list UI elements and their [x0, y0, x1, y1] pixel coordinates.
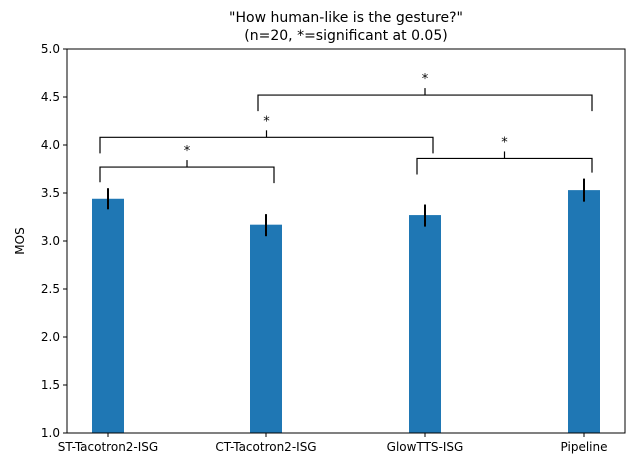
- significance-layer: * * * *: [99, 72, 593, 184]
- x-tick-label: ST-Tacotron2-ISG: [58, 440, 158, 454]
- chart-subtitle: (n=20, *=significant at 0.05): [244, 28, 447, 44]
- x-tick-label: Pipeline: [561, 440, 608, 454]
- x-tick-label: CT-Tacotron2-ISG: [215, 440, 316, 454]
- bar: [92, 198, 124, 433]
- y-tick-label: 4.5: [41, 90, 60, 104]
- significance-star: *: [263, 114, 270, 129]
- bar: [409, 215, 441, 433]
- x-axis: ST-Tacotron2-ISG CT-Tacotron2-ISG GlowTTS-…: [58, 433, 608, 454]
- y-axis: 1.0 1.5 2.0 2.5 3.0 3.5 4.0 4.5 5.0: [41, 42, 67, 440]
- significance-star: *: [184, 144, 191, 159]
- y-tick-label: 2.5: [41, 282, 60, 296]
- bars-layer: [92, 190, 600, 433]
- significance-bracket: [257, 94, 593, 112]
- y-tick-label: 1.0: [41, 426, 60, 440]
- y-tick-label: 1.5: [41, 378, 60, 392]
- significance-bracket: [416, 157, 593, 175]
- significance-bracket: [99, 136, 434, 154]
- significance-star: *: [422, 72, 429, 87]
- significance-bracket: [99, 166, 275, 184]
- error-bars-layer: [107, 178, 585, 237]
- y-tick-label: 4.0: [41, 138, 60, 152]
- y-tick-label: 5.0: [41, 42, 60, 56]
- bar: [568, 190, 600, 433]
- chart-title: "How human-like is the gesture?": [229, 10, 463, 26]
- bar: [250, 224, 282, 433]
- y-axis-label: MOS: [13, 227, 27, 254]
- significance-star: *: [501, 135, 508, 150]
- x-tick-label: GlowTTS-ISG: [387, 440, 464, 454]
- y-tick-label: 3.5: [41, 186, 60, 200]
- y-tick-label: 3.0: [41, 234, 60, 248]
- plot-frame: [66, 48, 626, 434]
- y-tick-label: 2.0: [41, 330, 60, 344]
